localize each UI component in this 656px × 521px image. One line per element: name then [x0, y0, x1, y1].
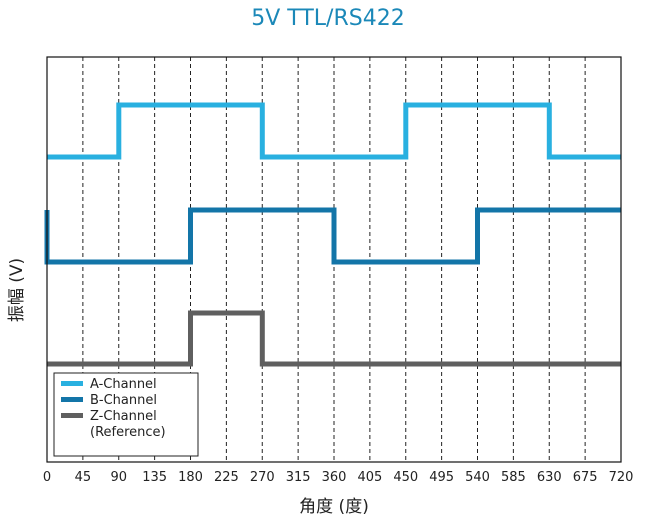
x-tick-label: 0	[43, 470, 51, 485]
x-tick-label: 540	[465, 470, 490, 485]
x-tick-label: 45	[75, 470, 92, 485]
x-tick-label: 315	[286, 470, 311, 485]
legend-label: A-Channel	[90, 377, 157, 392]
x-axis-label: 角度 (度)	[299, 497, 369, 517]
x-tick-label: 90	[110, 470, 127, 485]
legend-label: B-Channel	[90, 393, 157, 408]
legend-swatch	[61, 381, 83, 386]
chart-title: 5V TTL/RS422	[251, 6, 405, 31]
x-tick-label: 630	[537, 470, 562, 485]
x-tick-label: 720	[609, 470, 634, 485]
legend-label-extra: (Reference)	[90, 425, 166, 440]
x-tick-labels: 0 45 90 135 180 225 270 315 360 405 450 495 540 585 63…	[43, 470, 634, 485]
series-line-z-channel	[47, 310, 621, 367]
legend-label: Z-Channel	[90, 409, 157, 424]
y-axis-label: 振幅 (V)	[7, 258, 27, 322]
x-tick-label: 270	[250, 470, 275, 485]
series-group	[44, 102, 621, 367]
x-tick-label: 360	[322, 470, 347, 485]
x-tick-label: 585	[501, 470, 526, 485]
x-tick-label: 225	[214, 470, 239, 485]
x-tick-label: 180	[178, 470, 203, 485]
x-tick-label: 675	[573, 470, 598, 485]
x-tick-label: 135	[142, 470, 167, 485]
legend-swatch	[61, 397, 83, 402]
series-line-b-channel	[44, 207, 621, 265]
plot-frame	[46, 56, 622, 463]
x-tick-label: 450	[393, 470, 418, 485]
legend-swatch	[61, 413, 83, 418]
x-tick-label: 405	[357, 470, 382, 485]
series-line-a-channel	[47, 102, 621, 160]
x-tick-label: 495	[429, 470, 454, 485]
